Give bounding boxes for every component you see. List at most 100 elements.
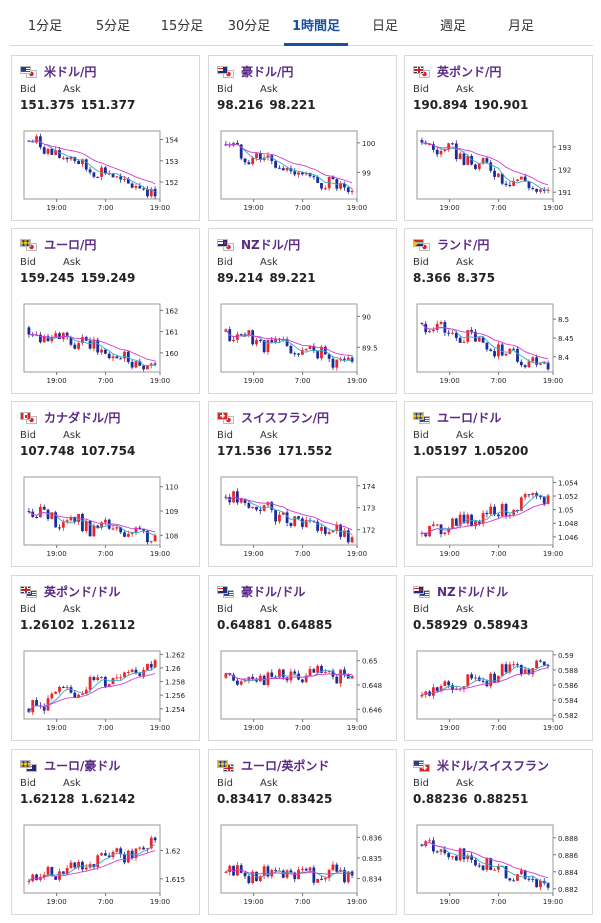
y-tick-label: 1.256 — [165, 692, 186, 700]
x-tick-label: 7:00 — [491, 724, 507, 732]
rate-card[interactable]: 米ドル/円 Bid Ask 151.375 151.377 154 153 152 19:00 7… — [11, 55, 200, 221]
tab-6[interactable]: 日足 — [371, 19, 398, 34]
pair-name-link[interactable]: NZドル/円 — [241, 237, 301, 252]
candle — [516, 509, 519, 511]
rate-card[interactable]: 米ドル/スイスフラン Bid Ask 0.88236 0.88251 0.888 0.886… — [404, 749, 593, 915]
candle — [477, 163, 481, 169]
rate-card[interactable]: スイスフラン/円 Bid Ask 171.536 171.552 174 173 172 19:… — [208, 401, 397, 567]
candle — [542, 497, 546, 504]
price-chart[interactable]: 193 192 191 19:00 7:00 19:00 — [413, 127, 571, 213]
price-chart[interactable]: 0.888 0.886 0.884 0.882 19:00 7:00 19:00 — [413, 821, 579, 907]
candlestick-chart: 154 153 152 19:00 7:00 19:00 — [23, 130, 179, 212]
bid-label: Bid — [20, 257, 36, 268]
candle — [115, 356, 119, 359]
au-flag-icon — [217, 65, 228, 74]
candle — [350, 537, 354, 543]
price-chart[interactable]: 1.054 1.052 1.05 1.048 1.046 19:00 7:00 19:00 — [413, 473, 579, 559]
tab-8[interactable]: 月足 — [507, 19, 534, 34]
pair-name-link[interactable]: ユーロ/円 — [44, 237, 97, 252]
candle — [546, 883, 550, 888]
pair-name-link[interactable]: スイスフラン/円 — [241, 410, 330, 425]
candle — [519, 664, 523, 674]
rate-card[interactable]: NZドル/円 Bid Ask 89.214 89.221 90 89.5 19:00 7:00 1… — [208, 228, 397, 394]
candle — [103, 519, 107, 523]
candle — [232, 674, 235, 681]
candle — [512, 880, 516, 882]
y-tick-label: 1.052 — [558, 493, 578, 501]
candle — [308, 867, 312, 871]
candle — [266, 866, 270, 877]
rate-card[interactable]: カナダドル/円 Bid Ask 107.748 107.754 110 109 108 19:0… — [11, 401, 200, 567]
ma-short-line — [225, 329, 353, 362]
y-tick-label: 8.5 — [558, 316, 569, 324]
candle — [539, 363, 542, 365]
plot-frame — [220, 476, 358, 546]
pair-name-link[interactable]: 豪ドル/円 — [241, 64, 294, 79]
candle — [428, 525, 431, 537]
tab-4[interactable]: 30分足 — [227, 19, 271, 34]
price-chart[interactable]: 162 161 160 19:00 7:00 19:00 — [20, 300, 178, 386]
candle — [350, 190, 354, 193]
price-chart[interactable]: 8.5 8.45 8.4 19:00 7:00 19:00 — [413, 300, 574, 386]
tab-5[interactable]: 1時間足 — [284, 0, 348, 46]
candle — [323, 671, 327, 673]
rate-card[interactable]: ユーロ/豪ドル Bid Ask 1.62128 1.62142 1.62 1.615 19:0… — [11, 749, 200, 915]
price-chart[interactable]: 0.836 0.835 0.834 19:00 7:00 19:00 — [217, 821, 383, 907]
price-chart[interactable]: 1.62 1.615 19:00 7:00 19:00 — [20, 821, 185, 907]
price-chart[interactable]: 0.59 0.588 0.586 0.584 0.582 19:00 7:00 19:00 — [413, 647, 579, 733]
candle — [119, 848, 123, 855]
rate-card[interactable]: ユーロ/円 Bid Ask 159.245 159.249 162 161 160 19:00 7… — [11, 228, 200, 394]
pair-name-link[interactable]: 英ポンド/ドル — [44, 584, 121, 599]
tab-7[interactable]: 週足 — [439, 19, 466, 34]
tab-2[interactable]: 5分足 — [95, 19, 131, 34]
rate-card[interactable]: NZドル/ドル Bid Ask 0.58929 0.58943 0.59 0.588 0.58… — [404, 575, 593, 741]
price-chart[interactable]: 154 153 152 19:00 7:00 19:00 — [20, 127, 179, 213]
rate-card[interactable]: 英ポンド/ドル Bid Ask 1.26102 1.26112 1.262 1.26 1.25… — [11, 575, 200, 741]
candle — [512, 664, 516, 666]
pair-name-link[interactable]: カナダドル/円 — [44, 410, 121, 425]
price-chart[interactable]: 0.65 0.648 0.646 19:00 7:00 19:00 — [217, 647, 383, 733]
x-tick-label: 19:00 — [440, 898, 460, 906]
candle — [81, 693, 84, 695]
rate-card[interactable]: ユーロ/英ポンド Bid Ask 0.83417 0.83425 0.836 0.835 0.… — [208, 749, 397, 915]
y-tick-label: 108 — [165, 532, 178, 540]
price-chart[interactable]: 1.262 1.26 1.258 1.256 1.254 19:00 7:00 19:00 — [20, 647, 186, 733]
jp-flag-icon — [26, 415, 37, 424]
price-chart[interactable]: 100 99 19:00 7:00 19:00 — [217, 127, 375, 213]
pair-name-link[interactable]: ユーロ/ドル — [437, 410, 502, 425]
price-chart[interactable]: 110 109 108 19:00 7:00 19:00 — [20, 473, 178, 559]
pair-name-link[interactable]: ユーロ/豪ドル — [44, 758, 121, 773]
pair-name-link[interactable]: 英ポンド/円 — [437, 64, 502, 79]
pair-name-link[interactable]: 米ドル/スイスフラン — [437, 758, 550, 773]
pair-name-link[interactable]: NZドル/ドル — [437, 584, 509, 599]
candle — [281, 168, 285, 171]
pair-name-link[interactable]: 豪ドル/ドル — [241, 584, 306, 599]
candle — [462, 341, 466, 343]
candle — [54, 876, 58, 880]
pair-name-link[interactable]: 米ドル/円 — [44, 64, 97, 79]
rate-card[interactable]: 豪ドル/ドル Bid Ask 0.64881 0.64885 0.65 0.648 0.646… — [208, 575, 397, 741]
candle — [300, 518, 304, 527]
candle — [77, 513, 81, 522]
candle — [65, 157, 69, 160]
candle — [346, 187, 350, 193]
ma-short-line — [28, 844, 156, 882]
price-chart[interactable]: 174 173 172 19:00 7:00 19:00 — [217, 473, 376, 559]
rate-card[interactable]: 豪ドル/円 Bid Ask 98.216 98.221 100 99 19:00 7:00 19:… — [208, 55, 397, 221]
tab-3[interactable]: 15分足 — [160, 19, 204, 34]
y-tick-label: 0.886 — [558, 852, 579, 860]
pair-name-link[interactable]: ユーロ/英ポンド — [241, 758, 330, 773]
candle — [539, 660, 542, 662]
pair-name-link[interactable]: ランド/円 — [437, 237, 490, 252]
candle — [255, 153, 258, 158]
currency-flags — [217, 585, 234, 598]
rate-card[interactable]: ランド/円 Bid Ask 8.366 8.375 8.5 8.45 8.4 19:00 7:00… — [404, 228, 593, 394]
candle — [504, 866, 508, 879]
rate-card[interactable]: 英ポンド/円 Bid Ask 190.894 190.901 193 192 191 19:00… — [404, 55, 593, 221]
rate-card[interactable]: ユーロ/ドル Bid Ask 1.05197 1.05200 1.054 1.052 1.05… — [404, 401, 593, 567]
bid-value: 89.214 — [217, 271, 264, 285]
y-tick-label: 0.836 — [362, 834, 383, 842]
tab-1[interactable]: 1分足 — [27, 19, 63, 34]
price-chart[interactable]: 90 89.5 19:00 7:00 19:00 — [217, 300, 378, 386]
card-header: ユーロ/円 — [20, 236, 96, 252]
